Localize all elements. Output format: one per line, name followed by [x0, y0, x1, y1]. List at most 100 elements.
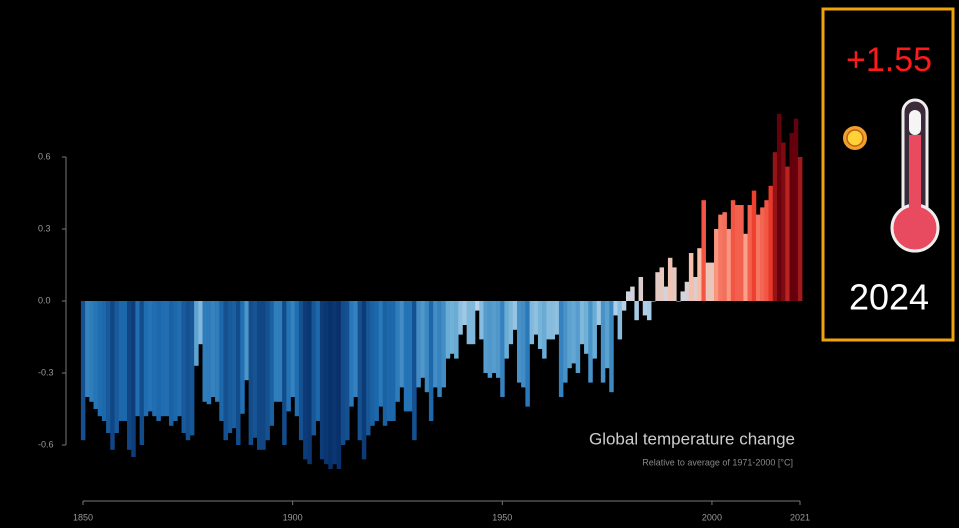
bar [663, 286, 669, 301]
callout-value: +1.55 [846, 41, 932, 79]
bar [89, 301, 94, 402]
thermometer-icon [890, 98, 940, 253]
bar [651, 301, 656, 302]
bar [496, 301, 501, 378]
bar [349, 301, 354, 407]
bar [303, 301, 308, 460]
bar [479, 301, 484, 340]
bar [735, 205, 740, 301]
bar [667, 257, 673, 301]
bar [462, 301, 467, 325]
bar [160, 301, 166, 417]
bar [315, 301, 321, 421]
bar [705, 262, 711, 301]
bar [282, 301, 287, 445]
bar [487, 301, 493, 378]
bar [340, 301, 346, 445]
bar [600, 301, 606, 383]
bar [298, 301, 304, 441]
bar [525, 301, 530, 407]
x-tick-label: 2021 [790, 512, 810, 522]
bar [257, 301, 262, 450]
bar [110, 301, 115, 450]
bar [504, 301, 509, 359]
bar [537, 301, 543, 349]
bar [625, 291, 631, 301]
bar [416, 301, 421, 388]
bar [747, 205, 753, 301]
bar [206, 301, 212, 405]
bar [688, 253, 694, 301]
bar [236, 301, 241, 445]
bar [638, 277, 644, 301]
bar [374, 301, 379, 421]
chart-title: Global temperature change [589, 429, 795, 448]
bar [521, 301, 526, 388]
bar [386, 301, 392, 421]
bar [596, 301, 602, 325]
bar [655, 272, 660, 301]
bar [684, 281, 690, 301]
bar [135, 301, 140, 417]
bar [714, 229, 719, 301]
bar [760, 207, 765, 301]
bar [613, 301, 618, 316]
bar [588, 301, 593, 383]
bar [307, 301, 312, 465]
bar [177, 301, 182, 417]
bar [797, 157, 803, 301]
bar [101, 301, 107, 421]
bar [189, 301, 195, 436]
bar [676, 301, 681, 302]
bar [768, 185, 774, 301]
bar [93, 301, 98, 409]
bar [290, 301, 296, 397]
y-tick-label: 0.6 [38, 151, 51, 161]
bar [395, 301, 400, 402]
bar [122, 301, 128, 421]
bar [693, 277, 698, 301]
chart-subtitle: Relative to average of 1971-2000 [°C] [642, 457, 793, 467]
bar [152, 301, 157, 417]
bar [382, 301, 388, 426]
bar [428, 301, 434, 421]
bar [286, 301, 291, 412]
bar [114, 301, 119, 433]
bar [412, 301, 417, 441]
bar [424, 301, 430, 393]
bar [85, 301, 90, 397]
bar [466, 301, 472, 345]
bar [202, 301, 207, 402]
bar [127, 301, 132, 450]
bar [269, 301, 275, 426]
bar [173, 301, 178, 421]
bar [198, 301, 203, 345]
bar [772, 152, 778, 301]
sun-icon [843, 126, 867, 150]
bar [194, 301, 199, 366]
bar [445, 301, 451, 359]
bar [630, 286, 635, 301]
bar [512, 301, 518, 330]
bar [361, 301, 367, 460]
bar [470, 301, 476, 345]
bar [328, 301, 333, 469]
bar [403, 301, 409, 412]
bar [609, 301, 614, 393]
bar [261, 301, 266, 450]
bar [420, 301, 426, 378]
bar [726, 229, 732, 301]
bar [458, 301, 463, 335]
bar [248, 301, 254, 445]
bar [336, 301, 342, 469]
bar [533, 301, 539, 335]
bar [743, 233, 748, 301]
bar [168, 301, 174, 426]
bar [294, 301, 300, 417]
bar [483, 301, 488, 373]
bar [730, 200, 736, 301]
bar [324, 301, 329, 465]
bar [118, 301, 124, 421]
bar [621, 301, 627, 311]
bar [764, 200, 769, 301]
